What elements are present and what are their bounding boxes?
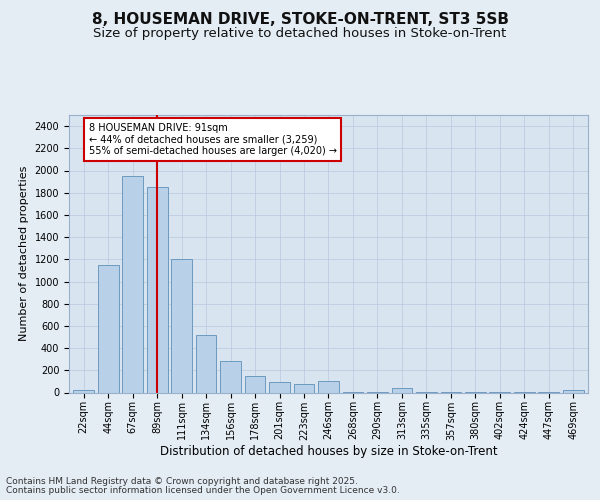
Bar [73, 390, 94, 392]
Y-axis label: Number of detached properties: Number of detached properties [19, 166, 29, 342]
Text: 8, HOUSEMAN DRIVE, STOKE-ON-TRENT, ST3 5SB: 8, HOUSEMAN DRIVE, STOKE-ON-TRENT, ST3 5… [91, 12, 509, 28]
Bar [563, 390, 584, 392]
Text: 8 HOUSEMAN DRIVE: 91sqm
← 44% of detached houses are smaller (3,259)
55% of semi: 8 HOUSEMAN DRIVE: 91sqm ← 44% of detache… [89, 123, 337, 156]
Text: Contains HM Land Registry data © Crown copyright and database right 2025.: Contains HM Land Registry data © Crown c… [6, 477, 358, 486]
Text: Size of property relative to detached houses in Stoke-on-Trent: Size of property relative to detached ho… [94, 28, 506, 40]
Bar [392, 388, 412, 392]
Bar [220, 362, 241, 392]
Bar [245, 376, 265, 392]
Bar [147, 187, 167, 392]
Bar [269, 382, 290, 392]
Bar [171, 260, 192, 392]
Bar [318, 381, 339, 392]
Bar [196, 335, 217, 392]
Bar [122, 176, 143, 392]
Bar [293, 384, 314, 392]
X-axis label: Distribution of detached houses by size in Stoke-on-Trent: Distribution of detached houses by size … [160, 445, 497, 458]
Bar [98, 265, 119, 392]
Text: Contains public sector information licensed under the Open Government Licence v3: Contains public sector information licen… [6, 486, 400, 495]
